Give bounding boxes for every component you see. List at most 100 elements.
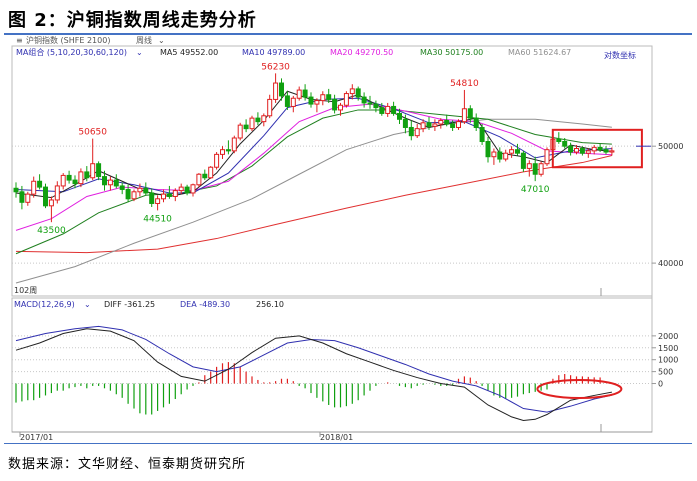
price-annotation: 43500 (37, 226, 66, 236)
macd-y-tick-label: 1000 (658, 356, 678, 365)
candle-body (237, 124, 243, 139)
highlight-box (551, 128, 643, 169)
price-y-tick-label: 40000 (658, 259, 683, 268)
macd-layer: 0 500 1000 1500 2000 (12, 325, 678, 432)
price-annotation: 44510 (143, 214, 172, 224)
macd-legend-title: MACD(12,26,9) (14, 300, 75, 309)
candle-body (556, 138, 562, 143)
candle-body (426, 122, 432, 127)
candle-body (161, 193, 166, 200)
ma60-legend: MA60 51624.67 (508, 48, 571, 57)
candle-body (90, 163, 96, 179)
macd-y-tick-label: 0 (658, 380, 663, 389)
candle-body (414, 128, 420, 137)
candle-body (43, 186, 48, 207)
candle-body (367, 102, 373, 105)
candle-body (19, 191, 25, 203)
candle-body (113, 179, 119, 187)
x-tick-label-2017: 2017/01 (20, 433, 53, 442)
price-annotation: 54810 (450, 79, 479, 89)
candle-body (456, 121, 461, 128)
candle-body (155, 198, 161, 204)
macd-value-legend: 256.10 (256, 300, 284, 309)
candle-body (290, 97, 296, 107)
candle-body (603, 149, 609, 153)
candle-body (314, 100, 320, 105)
candle-body (66, 174, 72, 181)
candle-body (461, 108, 467, 123)
candle-body (591, 146, 597, 152)
candle-body (84, 171, 90, 179)
figure-title: 图 2：沪铜指数周线走势分析 (8, 10, 257, 31)
candle-body (320, 94, 326, 102)
diff-legend: DIFF -361.25 (104, 300, 155, 309)
candle-body (190, 184, 196, 194)
candle-body (220, 149, 225, 155)
candle-body (609, 150, 615, 153)
dea-legend: DEA -489.30 (180, 300, 230, 309)
candle-body (184, 186, 190, 194)
candle-body (491, 151, 497, 158)
candle-body (96, 163, 102, 178)
candle-body (585, 150, 591, 154)
candle-body (172, 190, 178, 197)
candle-body (273, 82, 279, 100)
candle-body (497, 151, 503, 160)
candle-body (361, 96, 367, 104)
candle-body (515, 149, 520, 154)
x-tick-label-2018: 2018/01 (320, 433, 353, 442)
candle-body (485, 141, 491, 158)
candle-body (509, 149, 515, 154)
candle-body (249, 117, 255, 130)
candle-body (532, 163, 538, 175)
period-label[interactable]: 周线 (136, 35, 152, 45)
candle-body (391, 105, 397, 114)
candle-body (338, 104, 343, 111)
ma30-line (15, 109, 612, 255)
candle-body (208, 166, 214, 179)
candle-body (284, 95, 290, 107)
candle-body (279, 82, 284, 97)
log-scale-link[interactable]: 对数坐标 (604, 50, 636, 60)
candle-body (450, 123, 456, 128)
candle-body (78, 171, 84, 185)
candle-body (166, 193, 172, 197)
instrument-label: 沪铜指数 (SHFE 2100) (26, 35, 110, 45)
chevron-down-icon[interactable]: ⌄ (158, 36, 165, 45)
ma120-line (15, 155, 613, 254)
candle-body (579, 148, 585, 154)
macd-y-tick-label: 500 (658, 368, 673, 377)
candle-body (332, 98, 338, 111)
candle-body (326, 94, 332, 100)
candle-body (444, 119, 450, 125)
chevron-down-icon[interactable]: ⌄ (136, 48, 143, 57)
candle-body (503, 152, 509, 160)
candle-body (37, 180, 43, 188)
ma20-legend: MA20 49270.50 (330, 48, 393, 57)
candle-body (520, 152, 526, 169)
chevron-down-icon[interactable]: ⌄ (84, 300, 91, 309)
candle-body (131, 191, 137, 200)
candle-body (479, 126, 485, 143)
menu-icon[interactable]: ≡ (16, 36, 23, 45)
candle-body (343, 93, 349, 106)
candle-body (597, 146, 603, 151)
candle-body (408, 126, 414, 137)
ma-legend-group: MA组合 (5,10,20,30,60,120) (16, 47, 127, 57)
candle-body (379, 107, 385, 114)
candle-body (373, 103, 379, 109)
candle-body (149, 192, 155, 204)
candle-body (143, 187, 149, 194)
candle-body (397, 112, 402, 120)
candle-body (349, 88, 355, 95)
source-rule (4, 443, 692, 444)
diff-line (15, 328, 612, 421)
ma5-legend: MA5 49552.00 (160, 48, 218, 57)
candle-body (225, 149, 231, 152)
candle-body (255, 117, 261, 123)
candle-body (420, 122, 426, 130)
macd-y-tick-label: 2000 (658, 332, 678, 341)
candle-body (267, 98, 273, 117)
candle-body (355, 88, 361, 98)
